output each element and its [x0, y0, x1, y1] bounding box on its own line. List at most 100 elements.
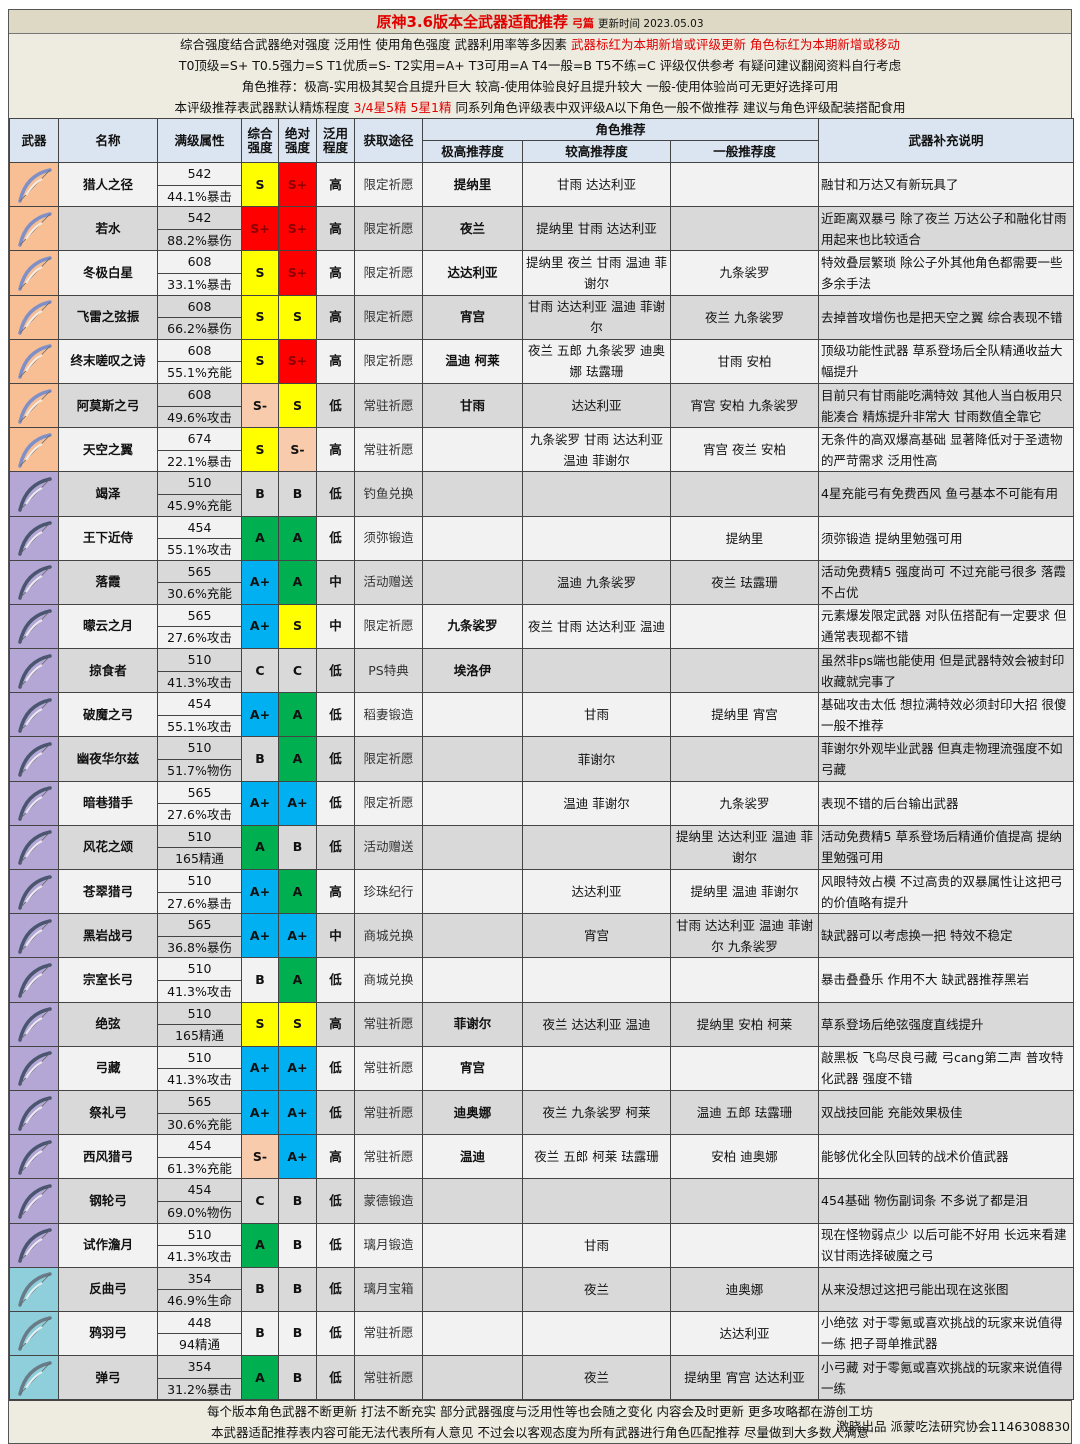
- versatility: 高: [316, 1134, 355, 1180]
- sub-stat: 41.3%攻击: [158, 979, 241, 1001]
- weapon-icon: [9, 161, 59, 208]
- rec-high: 宵宫: [422, 294, 523, 340]
- sub-stat: 46.9%生命: [158, 1289, 241, 1310]
- source: 蒙德锻造: [354, 1178, 423, 1224]
- sub-stat: 55.1%攻击: [158, 538, 241, 559]
- overall-grade: B: [241, 1310, 279, 1357]
- rec-mid: 甘雨 达达利亚: [522, 161, 671, 208]
- rec-high: [422, 868, 523, 915]
- weapon-name: 终末嗟叹之诗: [58, 338, 158, 384]
- rec-low: 安柏 迪奥娜: [669, 1134, 820, 1180]
- sub-stat: 61.3%充能: [158, 1156, 241, 1178]
- overall-grade: A+: [241, 868, 279, 915]
- absolute-grade: B: [278, 824, 317, 871]
- overall-grade: S+: [241, 206, 279, 252]
- absolute-grade: C: [278, 648, 317, 694]
- source: 璃月宝箱: [354, 1266, 423, 1312]
- sub-stat: 55.1%攻击: [158, 714, 241, 736]
- absolute-grade: B: [278, 1222, 317, 1268]
- header-name: 名称: [58, 118, 158, 163]
- overall-grade: S-: [241, 1134, 279, 1180]
- weapon-note: 虽然非ps端也能使用 但是武器特效会被封印 收藏就完事了: [818, 648, 1075, 694]
- weapon-note: 无条件的高双爆高基础 显著降低对于圣遗物的严苛需求 泛用性高: [818, 427, 1075, 473]
- title-bar: 原神3.6版本全武器适配推荐 弓篇 更新时间 2023.05.03: [9, 10, 1071, 34]
- weapon-stats: 608 49.6%攻击: [157, 382, 242, 429]
- table-row: 终末嗟叹之诗 608 55.1%充能 S S+ 高限定祈愿 温迪 柯莱 夜兰 五郎 九条裟罗 …: [9, 338, 1075, 384]
- weapon-name: 绝弦: [58, 1001, 158, 1047]
- rec-low: 提纳里 温迪 菲谢尔: [669, 868, 820, 915]
- weapon-name: 苍翠猎弓: [58, 868, 158, 915]
- weapon-name: 风花之颂: [58, 824, 158, 871]
- rec-mid: [522, 648, 671, 694]
- versatility: 低: [316, 824, 355, 871]
- absolute-grade: B: [278, 1310, 317, 1357]
- versatility: 低: [316, 1178, 355, 1224]
- weapon-table: 武器 名称 满级属性 综合强度 绝对强度 泛用程度 获取途径 角色推荐 武器补充…: [9, 118, 1075, 1401]
- weapon-icon: [9, 1045, 59, 1091]
- weapon-icon: [9, 1178, 59, 1224]
- sub-stat: 22.1%暴击: [158, 449, 241, 471]
- weapon-stats: 608 55.1%充能: [157, 338, 242, 384]
- versatility: 低: [316, 471, 355, 517]
- sub-stat: 30.6%充能: [158, 1112, 241, 1134]
- rec-low: 达达利亚: [669, 1310, 820, 1357]
- absolute-grade: S: [278, 1001, 317, 1047]
- rec-mid: [522, 824, 671, 871]
- sub-stat: 94精通: [158, 1333, 241, 1354]
- rec-mid: 温迪 菲谢尔: [522, 780, 671, 826]
- rec-low: [669, 1222, 820, 1268]
- rec-low: 甘雨 安柏: [669, 338, 820, 384]
- versatility: 低: [316, 736, 355, 782]
- absolute-grade: S+: [278, 206, 317, 252]
- table-row: 苍翠猎弓 510 27.6%暴击 A+ A 高珍珠纪行 达达利亚 提纳里 温迪 菲谢尔 风眼特效…: [9, 868, 1075, 915]
- rec-mid: 夜兰 九条裟罗 柯莱: [522, 1089, 671, 1136]
- weapon-stats: 565 36.8%暴伤: [157, 913, 242, 959]
- weapon-name: 暗巷猎手: [58, 780, 158, 826]
- weapon-note: 从来没想过这把弓能出现在这张图: [818, 1266, 1075, 1312]
- overall-grade: B: [241, 957, 279, 1003]
- weapon-note: 缺武器可以考虑换一把 特效不稳定: [818, 913, 1075, 959]
- weapon-note: 能够优化全队回转的战术价值武器: [818, 1134, 1075, 1180]
- info-text: 同系列角色评级表中双评级A以下角色一般不做推荐 建议与角色评级配装搭配食用: [455, 100, 906, 115]
- rec-low: 九条裟罗: [669, 780, 820, 826]
- overall-grade: C: [241, 648, 279, 694]
- rec-low: 提纳里 宵宫: [669, 692, 820, 738]
- versatility: 高: [316, 206, 355, 252]
- rec-low: 提纳里 达达利亚 温迪 菲谢尔: [669, 824, 820, 871]
- rec-high: 提纳里: [422, 161, 523, 208]
- header-rec-low: 一般推荐度: [669, 140, 820, 163]
- rec-low: 甘雨 达达利亚 温迪 菲谢尔 九条裟罗: [669, 913, 820, 959]
- source: 常驻祈愿: [354, 382, 423, 429]
- weapon-stats: 608 33.1%暴击: [157, 250, 242, 296]
- weapon-icon: [9, 338, 59, 384]
- absolute-grade: B: [278, 1266, 317, 1312]
- weapon-note: 风眼特效占模 不过高贵的双暴属性让这把弓的价值略有提升: [818, 868, 1075, 915]
- header-rec-mid: 较高推荐度: [522, 140, 671, 163]
- weapon-icon: [9, 294, 59, 340]
- absolute-grade: A+: [278, 1089, 317, 1136]
- absolute-grade: S+: [278, 250, 317, 296]
- base-atk: 510: [187, 961, 212, 977]
- overall-grade: A+: [241, 603, 279, 650]
- versatility: 高: [316, 294, 355, 340]
- sub-stat: 165精通: [158, 847, 241, 868]
- footer: 每个版本角色武器不断更新 打法不断充实 部分武器强度与泛用性等也会随之变化 内容…: [9, 1400, 1071, 1444]
- base-atk: 674: [187, 431, 212, 447]
- table-row: 天空之翼 674 22.1%暴击 S S- 高常驻祈愿 九条裟罗 甘雨 达达利亚 温迪 菲谢…: [9, 427, 1075, 473]
- rec-high: [422, 1310, 523, 1357]
- sub-stat: 41.3%攻击: [158, 670, 241, 692]
- rec-high: [422, 515, 523, 561]
- base-atk: 454: [187, 1182, 212, 1198]
- rec-high: [422, 780, 523, 826]
- base-atk: 454: [187, 1138, 212, 1154]
- versatility: 低: [316, 957, 355, 1003]
- weapon-name: 宗室长弓: [58, 957, 158, 1003]
- rec-mid: 夜兰 五郎 九条裟罗 迪奥娜 珐露珊: [522, 338, 671, 384]
- weapon-icon: [9, 780, 59, 826]
- overall-grade: A+: [241, 1045, 279, 1091]
- overall-grade: A: [241, 515, 279, 561]
- rec-mid: 菲谢尔: [522, 736, 671, 782]
- weapon-icon: [9, 1089, 59, 1136]
- table-row: 绝弦 510 165精通 S S 高常驻祈愿 菲谢尔 夜兰 达达利亚 温迪 提纳里 安柏 柯莱草…: [9, 1001, 1075, 1047]
- weapon-stats: 510 41.3%攻击: [157, 957, 242, 1003]
